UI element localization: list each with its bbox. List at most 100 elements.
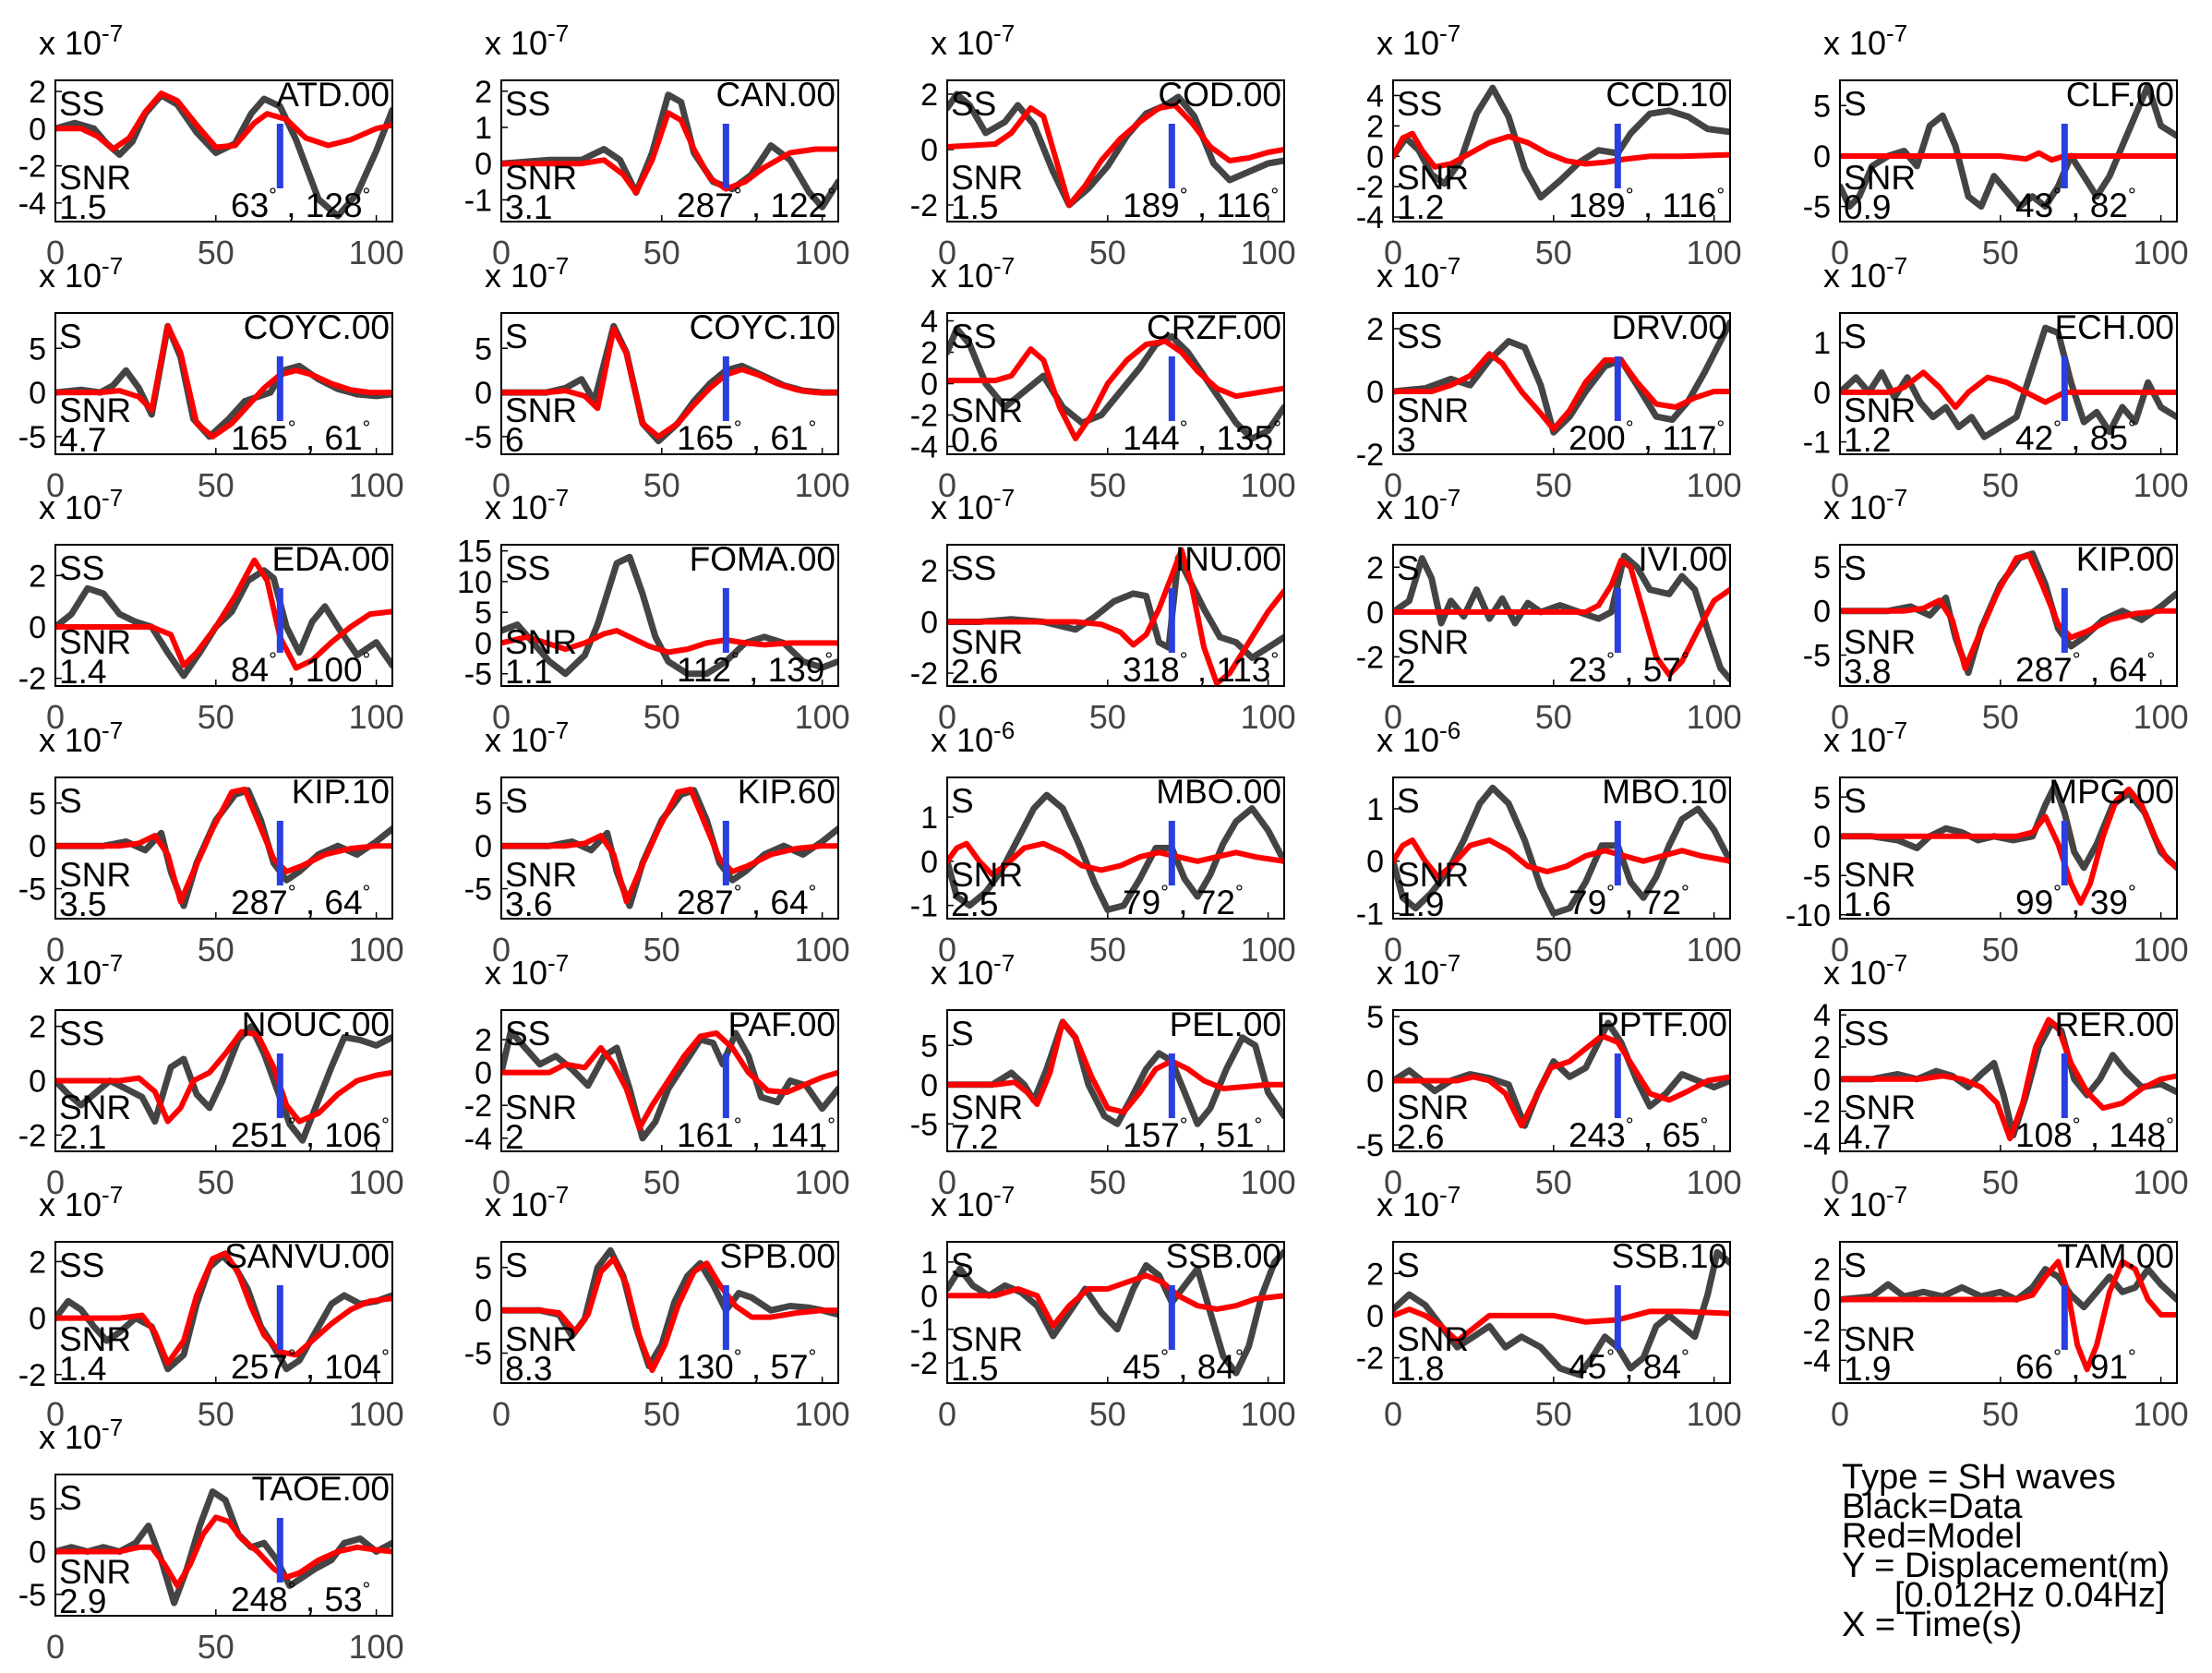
x-tick-label: 50: [1982, 931, 2019, 969]
x-tick-label: 50: [1982, 1395, 2019, 1433]
model-trace: [1393, 351, 1730, 432]
x-tick-label: 50: [1982, 234, 2019, 271]
scale-exponent: x 10-6: [931, 716, 1015, 759]
y-tick-label: -5: [464, 1337, 492, 1372]
snr-value: 1.5: [951, 1350, 998, 1388]
y-tick-label: 5: [29, 1492, 46, 1527]
x-tick-label: 50: [1982, 1163, 2019, 1201]
y-tick-label: -5: [1356, 1128, 1384, 1163]
x-tick-label: 100: [1687, 931, 1742, 969]
snr-value: 1.9: [1844, 1350, 1891, 1388]
x-tick-label: 100: [1241, 1395, 1296, 1433]
snr-label: SNR: [1397, 1320, 1469, 1358]
station-label: EDA.00: [271, 540, 390, 578]
y-tick-label: 0: [1366, 375, 1384, 410]
y-tick-label: 4: [920, 305, 938, 340]
x-tick-label: 50: [198, 931, 234, 969]
y-tick-label: 5: [475, 331, 492, 367]
phase-label: SS: [951, 318, 996, 355]
model-trace: [1393, 1306, 1730, 1344]
model-trace: [1393, 1032, 1730, 1129]
azimuth-distance-label: 248° , 53°: [231, 1578, 370, 1619]
x-tick-label: 100: [1687, 1163, 1742, 1201]
snr-value: 2.1: [59, 1118, 106, 1156]
azimuth-distance-label: 251° , 106°: [231, 1113, 390, 1154]
azimuth-distance-label: 43° , 82°: [2015, 184, 2136, 224]
station-label: SPB.00: [720, 1237, 836, 1275]
snr-value: 0.6: [951, 421, 998, 459]
scale-exponent: x 10-7: [1823, 252, 1907, 295]
traces: [1393, 84, 1730, 201]
data-trace: [947, 791, 1284, 913]
y-tick-label: 2: [1366, 550, 1384, 585]
x-tick-label: 100: [795, 466, 850, 504]
traces: [55, 557, 392, 680]
x-tick-label: 50: [198, 1628, 234, 1666]
data-trace: [1393, 1248, 1730, 1378]
y-tick-label: 0: [29, 1065, 46, 1100]
axes-frame: [946, 79, 1285, 223]
model-trace: [947, 840, 1284, 878]
station-label: ECH.00: [2054, 308, 2174, 346]
x-tick-label: 100: [1687, 234, 1742, 271]
azimuth-distance-label: 84° , 100°: [231, 648, 370, 689]
station-label: PPTF.00: [1596, 1005, 1727, 1043]
axes-frame: [1392, 1009, 1731, 1152]
azimuth-distance-label: 130° , 57°: [677, 1345, 816, 1386]
snr-label: SNR: [59, 623, 131, 661]
snr-value: 3.6: [505, 885, 552, 923]
x-tick-label: 0: [1831, 466, 1849, 504]
x-tick-label: 0: [1384, 698, 1402, 736]
scale-exponent: x 10-7: [931, 19, 1015, 62]
station-label: MBO.00: [1156, 773, 1281, 811]
y-tick-label: -5: [18, 420, 46, 455]
azimuth-distance-label: 45° , 84°: [1569, 1345, 1689, 1386]
x-tick-label: 0: [938, 1395, 956, 1433]
station-label: CCD.10: [1605, 76, 1727, 114]
data-trace: [1840, 1266, 2177, 1311]
axes-frame: [54, 312, 393, 455]
snr-label: SNR: [1844, 1089, 1916, 1126]
y-tick-label: -2: [910, 399, 938, 434]
y-tick-label: 0: [29, 1302, 46, 1337]
y-tick-label: 10: [457, 565, 492, 600]
phase-label: SS: [505, 85, 550, 123]
y-tick-label: 5: [1813, 550, 1831, 585]
axes-frame: [54, 79, 393, 223]
x-tick-label: 100: [349, 1395, 404, 1433]
axes-frame: [946, 1241, 1285, 1384]
station-label: TAOE.00: [252, 1470, 390, 1508]
y-tick-label: 0: [920, 605, 938, 640]
y-tick-label: -2: [18, 662, 46, 697]
scale-exponent: x 10-7: [931, 484, 1015, 526]
azimuth-distance-label: 318° , 113°: [1123, 648, 1279, 689]
snr-label: SNR: [1397, 856, 1469, 894]
snr-label: SNR: [59, 1089, 131, 1126]
phase-label: S: [1844, 782, 1867, 820]
x-tick-label: 0: [1384, 931, 1402, 969]
model-trace: [55, 1250, 392, 1366]
snr-value: 1.9: [1397, 885, 1444, 923]
y-tick-label: 0: [1813, 1283, 1831, 1318]
phase-label: S: [1844, 1246, 1867, 1284]
axes-frame: [500, 79, 839, 223]
x-tick-label: 100: [1241, 1163, 1296, 1201]
scale-exponent: x 10-7: [39, 1414, 123, 1456]
station-label: SSB.00: [1166, 1237, 1281, 1275]
phase-label: S: [1397, 782, 1420, 820]
station-label: KIP.60: [738, 773, 836, 811]
model-trace: [501, 787, 838, 905]
snr-value: 3: [1397, 421, 1416, 459]
scale-exponent: x 10-7: [931, 1181, 1015, 1223]
traces: [501, 553, 838, 678]
model-trace: [947, 1018, 1284, 1115]
model-trace: [55, 90, 392, 152]
azimuth-distance-label: 287° , 64°: [231, 881, 370, 921]
y-tick-label: 5: [1366, 1000, 1384, 1035]
y-tick-label: -5: [464, 873, 492, 908]
y-tick-label: 1: [1366, 792, 1384, 827]
